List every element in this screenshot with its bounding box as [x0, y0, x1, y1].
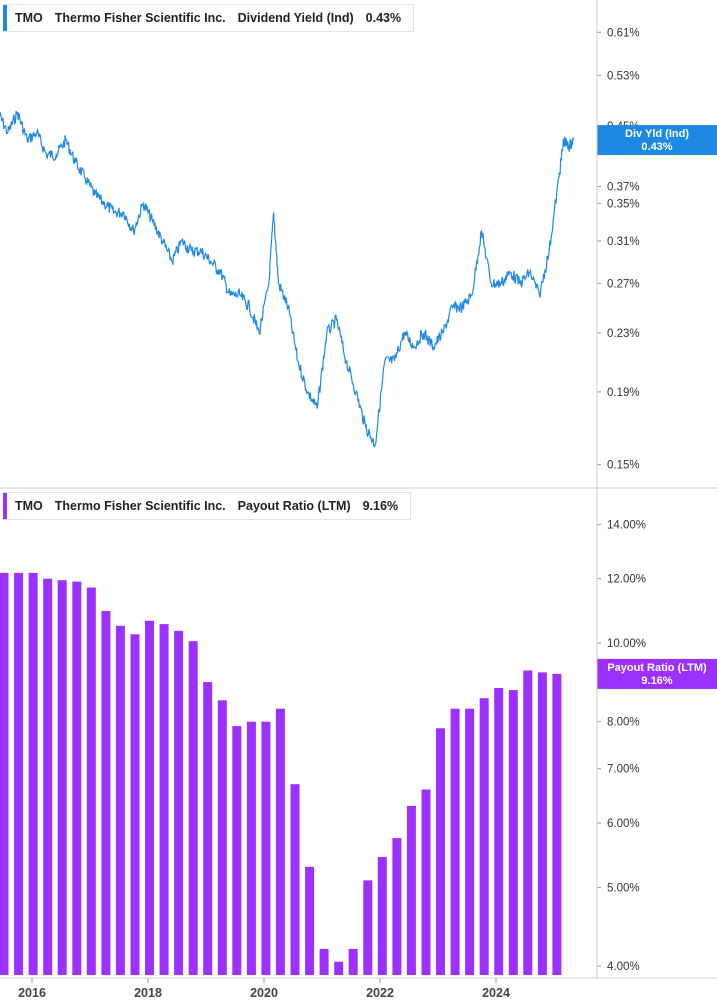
payout-y-tick-label: 5.00%: [607, 882, 640, 894]
payout-bar: [145, 620, 154, 975]
payout-ratio-legend: TMO Thermo Fisher Scientific Inc. Payout…: [3, 492, 412, 520]
yield-series-line: [0, 110, 574, 448]
payout-bar: [494, 688, 504, 975]
yield-y-tick-label: 0.37%: [607, 181, 640, 193]
payout-bar: [290, 784, 300, 975]
payout-bar: [334, 961, 344, 975]
yield-badge-label: Div Yld (Ind): [625, 128, 689, 140]
x-tick-label: 2024: [482, 986, 510, 1000]
payout-y-tick-label: 7.00%: [607, 764, 640, 776]
payout-bar: [552, 673, 562, 975]
payout-bar: [86, 587, 96, 975]
payout-bar: [0, 572, 9, 975]
payout-bar: [246, 721, 256, 975]
payout-bar: [508, 690, 518, 975]
payout-bar: [436, 728, 445, 975]
payout-y-tick-label: 8.00%: [607, 717, 640, 729]
payout-y-tick-label: 12.00%: [607, 574, 646, 586]
yield-legend-swatch: [3, 5, 7, 31]
payout-bar: [188, 641, 198, 975]
payout-bar: [72, 581, 82, 975]
legend-company: Thermo Fisher Scientific Inc.: [54, 499, 226, 513]
payout-bar: [130, 634, 140, 975]
payout-bar: [363, 880, 373, 975]
yield-y-tick-label: 0.19%: [607, 387, 640, 399]
payout-bar: [101, 611, 111, 975]
payout-bar: [217, 700, 227, 975]
payout-bar: [465, 708, 475, 975]
legend-company: Thermo Fisher Scientific Inc.: [54, 11, 226, 25]
payout-bar: [421, 789, 431, 975]
legend-value: 9.16%: [362, 499, 399, 513]
payout-bar: [28, 572, 38, 975]
payout-y-tick-label: 14.00%: [607, 519, 646, 531]
dividend-yield-legend: TMO Thermo Fisher Scientific Inc. Divide…: [3, 4, 415, 32]
legend-metric: Dividend Yield (Ind): [237, 11, 354, 25]
yield-y-tick-label: 0.15%: [607, 460, 640, 472]
payout-bar: [537, 672, 547, 975]
x-axis: 2016 2018 2020 2022 2024: [18, 978, 510, 1000]
payout-badge-value: 9.16%: [641, 675, 672, 687]
payout-bar: [115, 625, 125, 975]
payout-bar: [261, 721, 271, 975]
payout-bar: [159, 624, 169, 975]
payout-bar: [174, 630, 184, 975]
x-tick-label: 2022: [366, 986, 394, 1000]
yield-y-tick-label: 0.61%: [607, 27, 640, 39]
yield-y-tick-label: 0.53%: [607, 71, 640, 83]
payout-bar: [232, 726, 242, 975]
payout-bar: [305, 866, 315, 975]
payout-bar: [275, 708, 285, 975]
yield-badge-value: 0.43%: [641, 141, 672, 153]
payout-badge-label: Payout Ratio (LTM): [607, 662, 707, 674]
x-tick-label: 2020: [250, 986, 278, 1000]
payout-bar: [14, 572, 24, 975]
payout-current-badge: [597, 658, 717, 689]
payout-bar: [406, 805, 416, 975]
payout-bar: [319, 948, 329, 975]
legend-metric: Payout Ratio (LTM): [237, 499, 351, 513]
x-tick-label: 2018: [134, 986, 162, 1000]
payout-bar: [57, 580, 67, 975]
dividend-yield-panel: 0.61%0.53%0.45%0.37%0.35%0.31%0.27%0.23%…: [0, 27, 717, 472]
payout-bar: [377, 857, 387, 975]
payout-bar: [203, 682, 213, 975]
payout-legend-swatch: [3, 493, 7, 519]
payout-bar: [450, 708, 460, 975]
payout-y-tick-label: 10.00%: [607, 638, 646, 650]
payout-ratio-panel: 14.00% 12.00% 10.00% 8.00% 7.00% 6.00% 5.00% 4.…: [0, 519, 717, 975]
yield-y-tick-label: 0.35%: [607, 199, 640, 211]
payout-y-tick-label: 4.00%: [607, 961, 640, 973]
legend-value: 0.43%: [365, 11, 402, 25]
legend-ticker: TMO: [15, 499, 43, 513]
x-tick-label: 2016: [18, 986, 46, 1000]
yield-current-badge: [597, 125, 717, 156]
yield-y-tick-label: 0.31%: [607, 236, 640, 248]
payout-bar: [523, 670, 533, 975]
payout-bar: [348, 948, 358, 975]
payout-bar: [479, 698, 489, 975]
payout-y-tick-label: 6.00%: [607, 818, 640, 830]
yield-y-tick-label: 0.27%: [607, 279, 640, 291]
payout-bar: [43, 578, 53, 975]
payout-bar: [392, 838, 402, 975]
legend-ticker: TMO: [15, 11, 43, 25]
yield-y-tick-label: 0.23%: [607, 328, 640, 340]
